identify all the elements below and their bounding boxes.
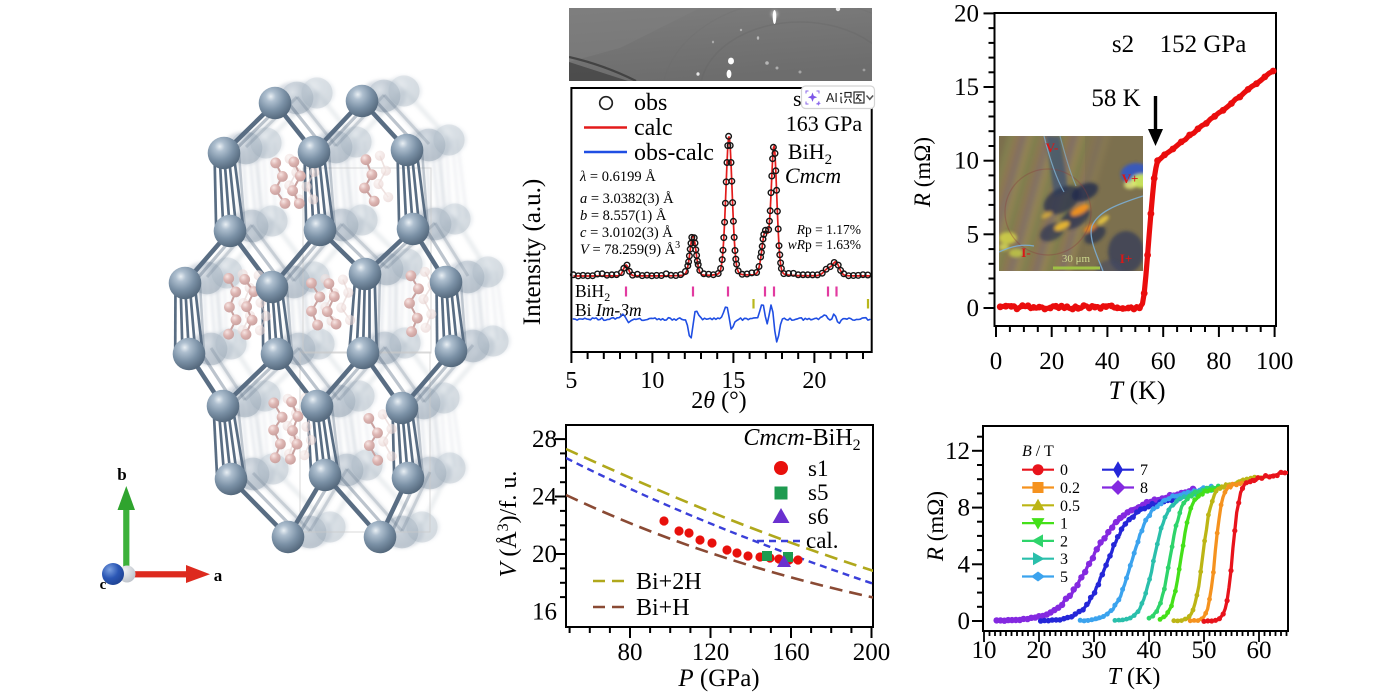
svg-text:10: 10 xyxy=(972,637,997,664)
svg-text:80: 80 xyxy=(618,639,643,666)
svg-text:Rp = 1.17%: Rp = 1.17% xyxy=(796,222,861,237)
svg-text:4: 4 xyxy=(958,551,971,578)
svg-text:40: 40 xyxy=(1137,637,1162,664)
svg-text:5: 5 xyxy=(565,368,577,394)
svg-text:0: 0 xyxy=(967,295,980,322)
svg-text:8: 8 xyxy=(958,495,971,522)
svg-text:60: 60 xyxy=(1151,348,1176,375)
svg-text:Bi+2H: Bi+2H xyxy=(636,569,702,595)
svg-text:160: 160 xyxy=(772,639,810,666)
svg-text:2θ (°): 2θ (°) xyxy=(691,388,746,414)
svg-text:24: 24 xyxy=(532,484,558,511)
svg-text:20: 20 xyxy=(802,368,826,394)
svg-text:V = 78.259(9) Å3: V = 78.259(9) Å3 xyxy=(580,240,680,258)
svg-text:I+: I+ xyxy=(1120,251,1132,266)
svg-text:Bi+H: Bi+H xyxy=(636,595,690,621)
svg-text:R (mΩ): R (mΩ) xyxy=(910,137,935,208)
svg-text:100: 100 xyxy=(1256,348,1294,375)
svg-text:60: 60 xyxy=(1247,637,1272,664)
svg-text:0: 0 xyxy=(990,348,1003,375)
svg-text:10: 10 xyxy=(954,148,979,175)
svg-text:λ = 0.6199 Å: λ = 0.6199 Å xyxy=(579,169,656,185)
svg-text:2: 2 xyxy=(1060,533,1068,550)
svg-text:163 GPa: 163 GPa xyxy=(786,111,863,136)
svg-text:3: 3 xyxy=(1060,551,1068,568)
svg-text:0.2: 0.2 xyxy=(1060,480,1080,497)
svg-text:12: 12 xyxy=(945,438,970,465)
svg-text:15: 15 xyxy=(721,368,745,394)
svg-text:20: 20 xyxy=(954,0,979,27)
svg-text:Intensity (a.u.): Intensity (a.u.) xyxy=(519,179,546,325)
svg-text:Cmcm: Cmcm xyxy=(785,163,841,188)
svg-text:T (K): T (K) xyxy=(1108,376,1165,405)
svg-text:s5: s5 xyxy=(808,480,828,505)
svg-text:V-: V- xyxy=(1046,140,1059,155)
svg-text:calc: calc xyxy=(634,115,673,141)
svg-text:BiH2: BiH2 xyxy=(575,281,610,304)
svg-text:b: b xyxy=(117,465,126,484)
svg-text:0.5: 0.5 xyxy=(1060,498,1080,515)
svg-text:obs: obs xyxy=(634,90,667,116)
svg-text:10: 10 xyxy=(640,368,664,394)
svg-text:5: 5 xyxy=(967,221,980,248)
svg-text:s6: s6 xyxy=(808,504,828,529)
svg-text:0: 0 xyxy=(958,608,971,635)
svg-text:a: a xyxy=(214,566,223,585)
svg-text:0: 0 xyxy=(1060,462,1068,479)
svg-text:80: 80 xyxy=(1206,348,1231,375)
svg-text:c: c xyxy=(100,577,107,593)
svg-text:Cmcm-BiH2: Cmcm-BiH2 xyxy=(743,425,860,454)
svg-text:V (Å3)/f. u.: V (Å3)/f. u. xyxy=(495,471,522,578)
svg-text:c = 3.0102(3) Å: c = 3.0102(3) Å xyxy=(580,225,673,241)
svg-text:Bi Im-3m: Bi Im-3m xyxy=(575,300,642,320)
svg-text:wRp = 1.63%: wRp = 1.63% xyxy=(788,237,861,252)
svg-text:T (K): T (K) xyxy=(1108,664,1161,690)
svg-text:7: 7 xyxy=(1140,462,1148,479)
svg-text:20: 20 xyxy=(1039,348,1064,375)
svg-text:5: 5 xyxy=(1060,569,1068,586)
svg-text:obs-calc: obs-calc xyxy=(634,140,714,166)
svg-text:s2: s2 xyxy=(1112,31,1134,58)
svg-text:40: 40 xyxy=(1095,348,1120,375)
svg-text:30 μm: 30 μm xyxy=(1062,253,1091,265)
svg-text:1: 1 xyxy=(1060,516,1068,533)
svg-text:120: 120 xyxy=(692,639,730,666)
svg-text:B / T: B / T xyxy=(1022,443,1054,460)
svg-text:AI: AI xyxy=(826,91,838,105)
svg-text:15: 15 xyxy=(954,74,979,101)
svg-text:P (GPa): P (GPa) xyxy=(677,665,759,692)
svg-text:8: 8 xyxy=(1140,480,1148,497)
svg-text:58 K: 58 K xyxy=(1091,85,1140,112)
svg-text:V+: V+ xyxy=(1122,171,1139,186)
svg-text:R (mΩ): R (mΩ) xyxy=(923,491,948,562)
svg-text:cal.: cal. xyxy=(806,528,839,553)
svg-text:20: 20 xyxy=(532,541,557,568)
svg-text:30: 30 xyxy=(1082,637,1107,664)
svg-text:I-: I- xyxy=(1021,245,1030,260)
svg-text:a = 3.0382(3) Å: a = 3.0382(3) Å xyxy=(580,191,674,207)
svg-text:200: 200 xyxy=(853,639,891,666)
svg-text:s1: s1 xyxy=(808,456,828,481)
svg-text:50: 50 xyxy=(1192,637,1217,664)
svg-text:20: 20 xyxy=(1027,637,1052,664)
svg-text:28: 28 xyxy=(532,426,557,453)
svg-text:b = 8.557(1) Å: b = 8.557(1) Å xyxy=(580,208,667,224)
svg-text:16: 16 xyxy=(532,599,557,626)
svg-text:152 GPa: 152 GPa xyxy=(1160,31,1247,58)
